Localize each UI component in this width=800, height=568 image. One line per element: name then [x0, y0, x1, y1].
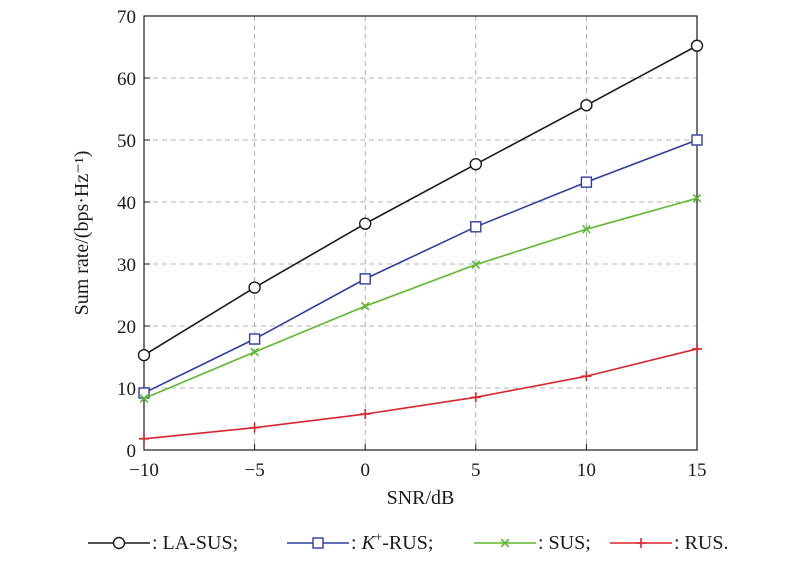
- y-tick-label: 0: [127, 441, 137, 462]
- series-x: [139, 193, 702, 403]
- legend-entry: : LA-SUS;: [88, 532, 238, 554]
- legend-entry: : K+-RUS;: [287, 529, 433, 554]
- data-point-x: [582, 224, 591, 234]
- y-tick-label: 10: [117, 379, 136, 400]
- plot-frame: [143, 15, 698, 451]
- axis-ticks: −10 −5 0 5 10 15 0 10 20 30 40 50 60 70: [117, 7, 707, 481]
- data-point-square: [470, 221, 482, 233]
- legend-marker-square: [312, 537, 324, 549]
- legend-label: : K+-RUS;: [351, 529, 433, 554]
- x-tick-label: −10: [129, 460, 159, 481]
- data-point-x: [471, 260, 481, 269]
- series-line: [143, 45, 698, 356]
- data-point-x: [250, 347, 259, 357]
- x-axis-label: SNR/dB: [387, 487, 455, 509]
- data-point-square: [691, 134, 703, 146]
- series-square: [138, 134, 703, 399]
- data-point-circle: [690, 39, 704, 52]
- data-point-plus: [139, 433, 149, 444]
- x-tick-label: 5: [471, 460, 481, 481]
- legend-entry: : SUS;: [474, 532, 591, 554]
- y-tick-label: 30: [117, 255, 136, 276]
- y-tick-label: 20: [117, 317, 136, 338]
- grid: [144, 16, 697, 450]
- y-tick-label: 70: [117, 7, 136, 28]
- series-layer: [137, 39, 704, 444]
- y-tick-label: 50: [117, 131, 136, 152]
- legend-label: : SUS;: [538, 532, 591, 554]
- legend-label: : RUS.: [674, 532, 728, 554]
- series-line: [143, 197, 698, 400]
- data-point-square: [580, 176, 593, 188]
- data-point-plus: [249, 422, 260, 433]
- y-tick-label: 60: [117, 69, 136, 90]
- data-point-x: [692, 193, 702, 203]
- legend-label: : LA-SUS;: [152, 532, 238, 554]
- legend-marker-x: [500, 538, 510, 548]
- data-point-plus: [581, 371, 592, 382]
- data-point-x: [139, 394, 149, 403]
- series-line: [143, 139, 698, 394]
- data-point-plus: [692, 343, 702, 354]
- data-point-square: [248, 333, 261, 345]
- x-tick-label: −5: [244, 460, 264, 481]
- y-axis-label: Sum rate/(bps·Hz⁻¹): [71, 151, 93, 316]
- legend: : LA-SUS; : K+-RUS; : SUS; : RUS.: [88, 529, 728, 554]
- data-point-circle: [359, 217, 372, 230]
- data-point-x: [360, 301, 370, 311]
- legend-marker-plus: [636, 538, 646, 548]
- data-point-circle: [137, 348, 151, 362]
- x-tick-label: 10: [577, 460, 596, 481]
- x-tick-label: 15: [688, 460, 707, 481]
- series-plus: [139, 343, 702, 444]
- data-point-circle: [469, 157, 482, 171]
- data-point-plus: [360, 409, 371, 420]
- x-tick-label: 0: [360, 460, 370, 481]
- legend-entry: : RUS.: [610, 532, 728, 554]
- series-circle: [137, 39, 704, 362]
- data-point-circle: [580, 99, 593, 112]
- legend-marker-circle: [112, 536, 126, 550]
- data-point-square: [359, 273, 371, 285]
- y-tick-label: 40: [117, 193, 136, 214]
- data-point-plus: [470, 392, 481, 403]
- series-line: [143, 348, 698, 440]
- data-point-circle: [248, 281, 261, 294]
